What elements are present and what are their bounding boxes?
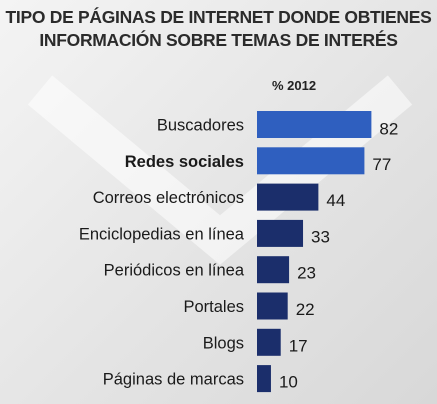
bar-0 — [257, 111, 372, 138]
bar-4 — [257, 256, 290, 284]
value-label-6: 17 — [289, 336, 308, 355]
bar-3 — [257, 219, 304, 247]
value-label-2: 44 — [326, 191, 345, 210]
bar-2 — [257, 183, 319, 211]
category-label-1: Redes sociales — [125, 153, 244, 171]
category-label-3: Enciclopedias en línea — [79, 225, 245, 243]
chart-title: TIPO DE PÁGINAS DE INTERNET DONDE OBTIEN… — [0, 6, 437, 52]
category-label-7: Páginas de marcas — [103, 371, 244, 389]
value-label-4: 23 — [297, 264, 316, 283]
chart-title-line-2: INFORMACIÓN SOBRE TEMAS DE INTERÉS — [39, 30, 398, 50]
bar-6 — [257, 328, 281, 356]
value-label-5: 22 — [296, 300, 315, 319]
value-label-0: 82 — [379, 120, 398, 139]
value-label-7: 10 — [279, 373, 298, 392]
category-label-0: Buscadores — [157, 117, 244, 135]
category-label-5: Portales — [183, 298, 244, 316]
bar-1 — [257, 147, 365, 175]
category-label-2: Correos electrónicos — [93, 189, 244, 207]
value-label-1: 77 — [372, 155, 391, 174]
series-label: % 2012 — [272, 78, 317, 93]
category-label-6: Blogs — [203, 334, 244, 352]
chart-title-line-1: TIPO DE PÁGINAS DE INTERNET DONDE OBTIEN… — [5, 7, 432, 27]
value-label-3: 33 — [311, 227, 330, 246]
bar-7 — [257, 365, 271, 393]
bar-5 — [257, 292, 288, 320]
category-label-4: Periódicos en línea — [104, 262, 245, 280]
